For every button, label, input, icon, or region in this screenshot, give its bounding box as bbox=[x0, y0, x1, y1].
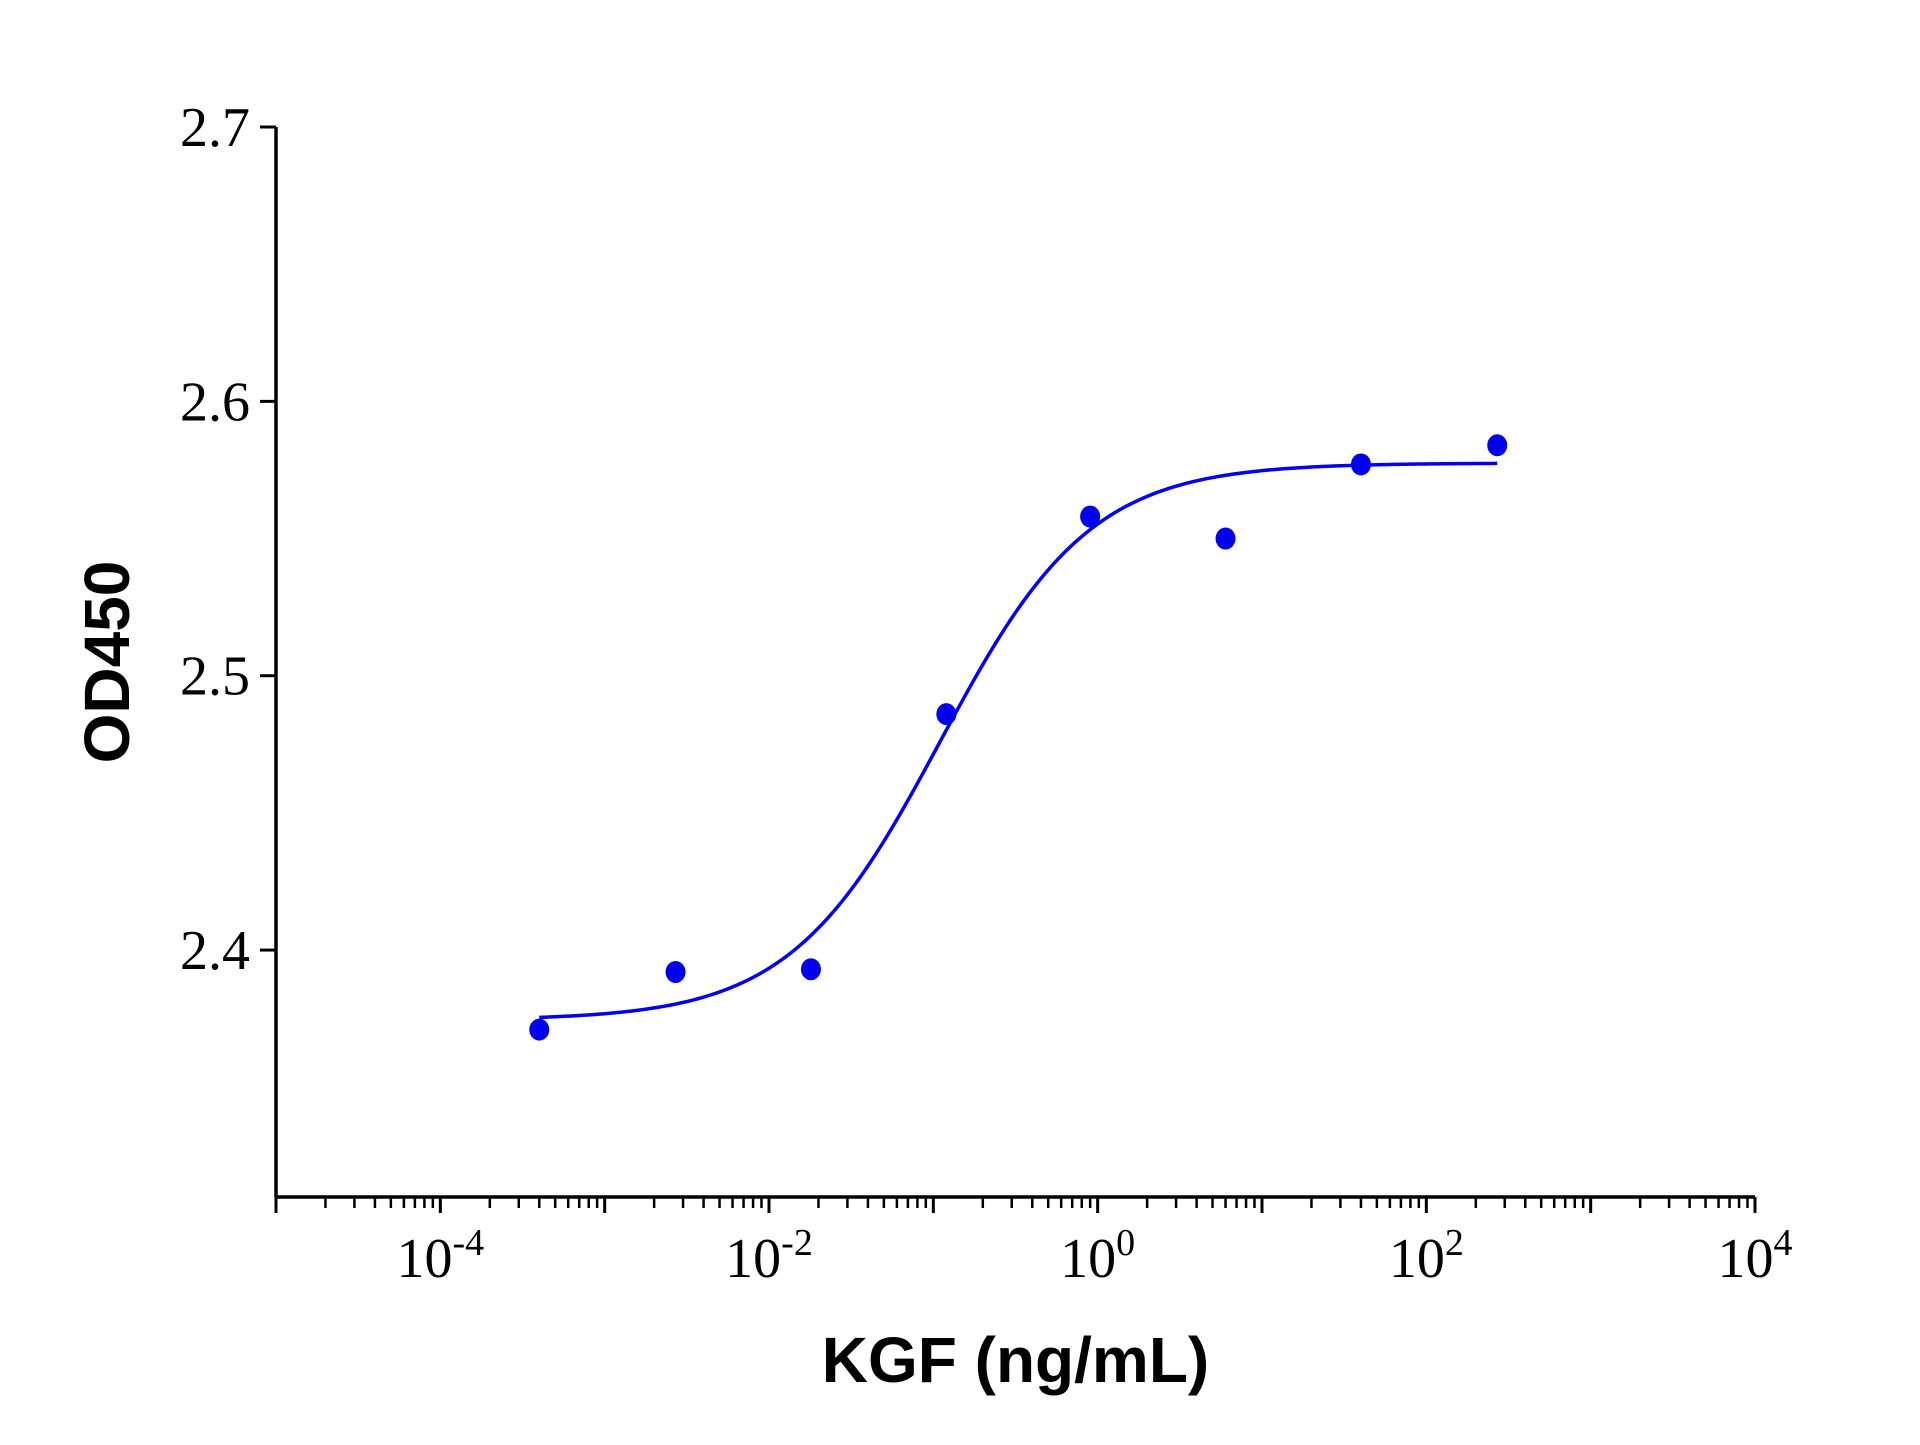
y-tick-label: 2.6 bbox=[180, 371, 250, 433]
data-point bbox=[1215, 527, 1236, 550]
x-ticks: 10-4 10-2 100 102 104 bbox=[274, 1197, 1793, 1290]
data-point bbox=[936, 703, 957, 726]
data-point bbox=[800, 958, 821, 981]
y-tick-label: 2.7 bbox=[180, 97, 250, 159]
data-point bbox=[1080, 505, 1101, 528]
data-points bbox=[529, 434, 1508, 1041]
y-tick-label: 2.4 bbox=[180, 920, 250, 982]
data-point bbox=[529, 1018, 550, 1041]
x-tick-label: 10-4 bbox=[397, 1222, 485, 1290]
axes bbox=[274, 127, 1755, 1199]
y-ticks: 2.4 2.5 2.6 2.7 bbox=[180, 97, 276, 982]
y-axis-title: OD450 bbox=[71, 561, 143, 764]
x-tick-label: 102 bbox=[1389, 1222, 1464, 1290]
data-point bbox=[1350, 453, 1371, 476]
fit-curve bbox=[539, 461, 1498, 1020]
fit-curve-group bbox=[539, 461, 1498, 1020]
y-tick-label: 2.5 bbox=[180, 646, 250, 708]
x-tick-label: 10-2 bbox=[725, 1222, 813, 1290]
data-point bbox=[1487, 434, 1508, 457]
x-tick-label: 104 bbox=[1718, 1222, 1793, 1290]
data-point bbox=[665, 961, 686, 984]
x-tick-label: 100 bbox=[1060, 1222, 1135, 1290]
x-axis-title: KGF (ng/mL) bbox=[822, 1324, 1209, 1396]
